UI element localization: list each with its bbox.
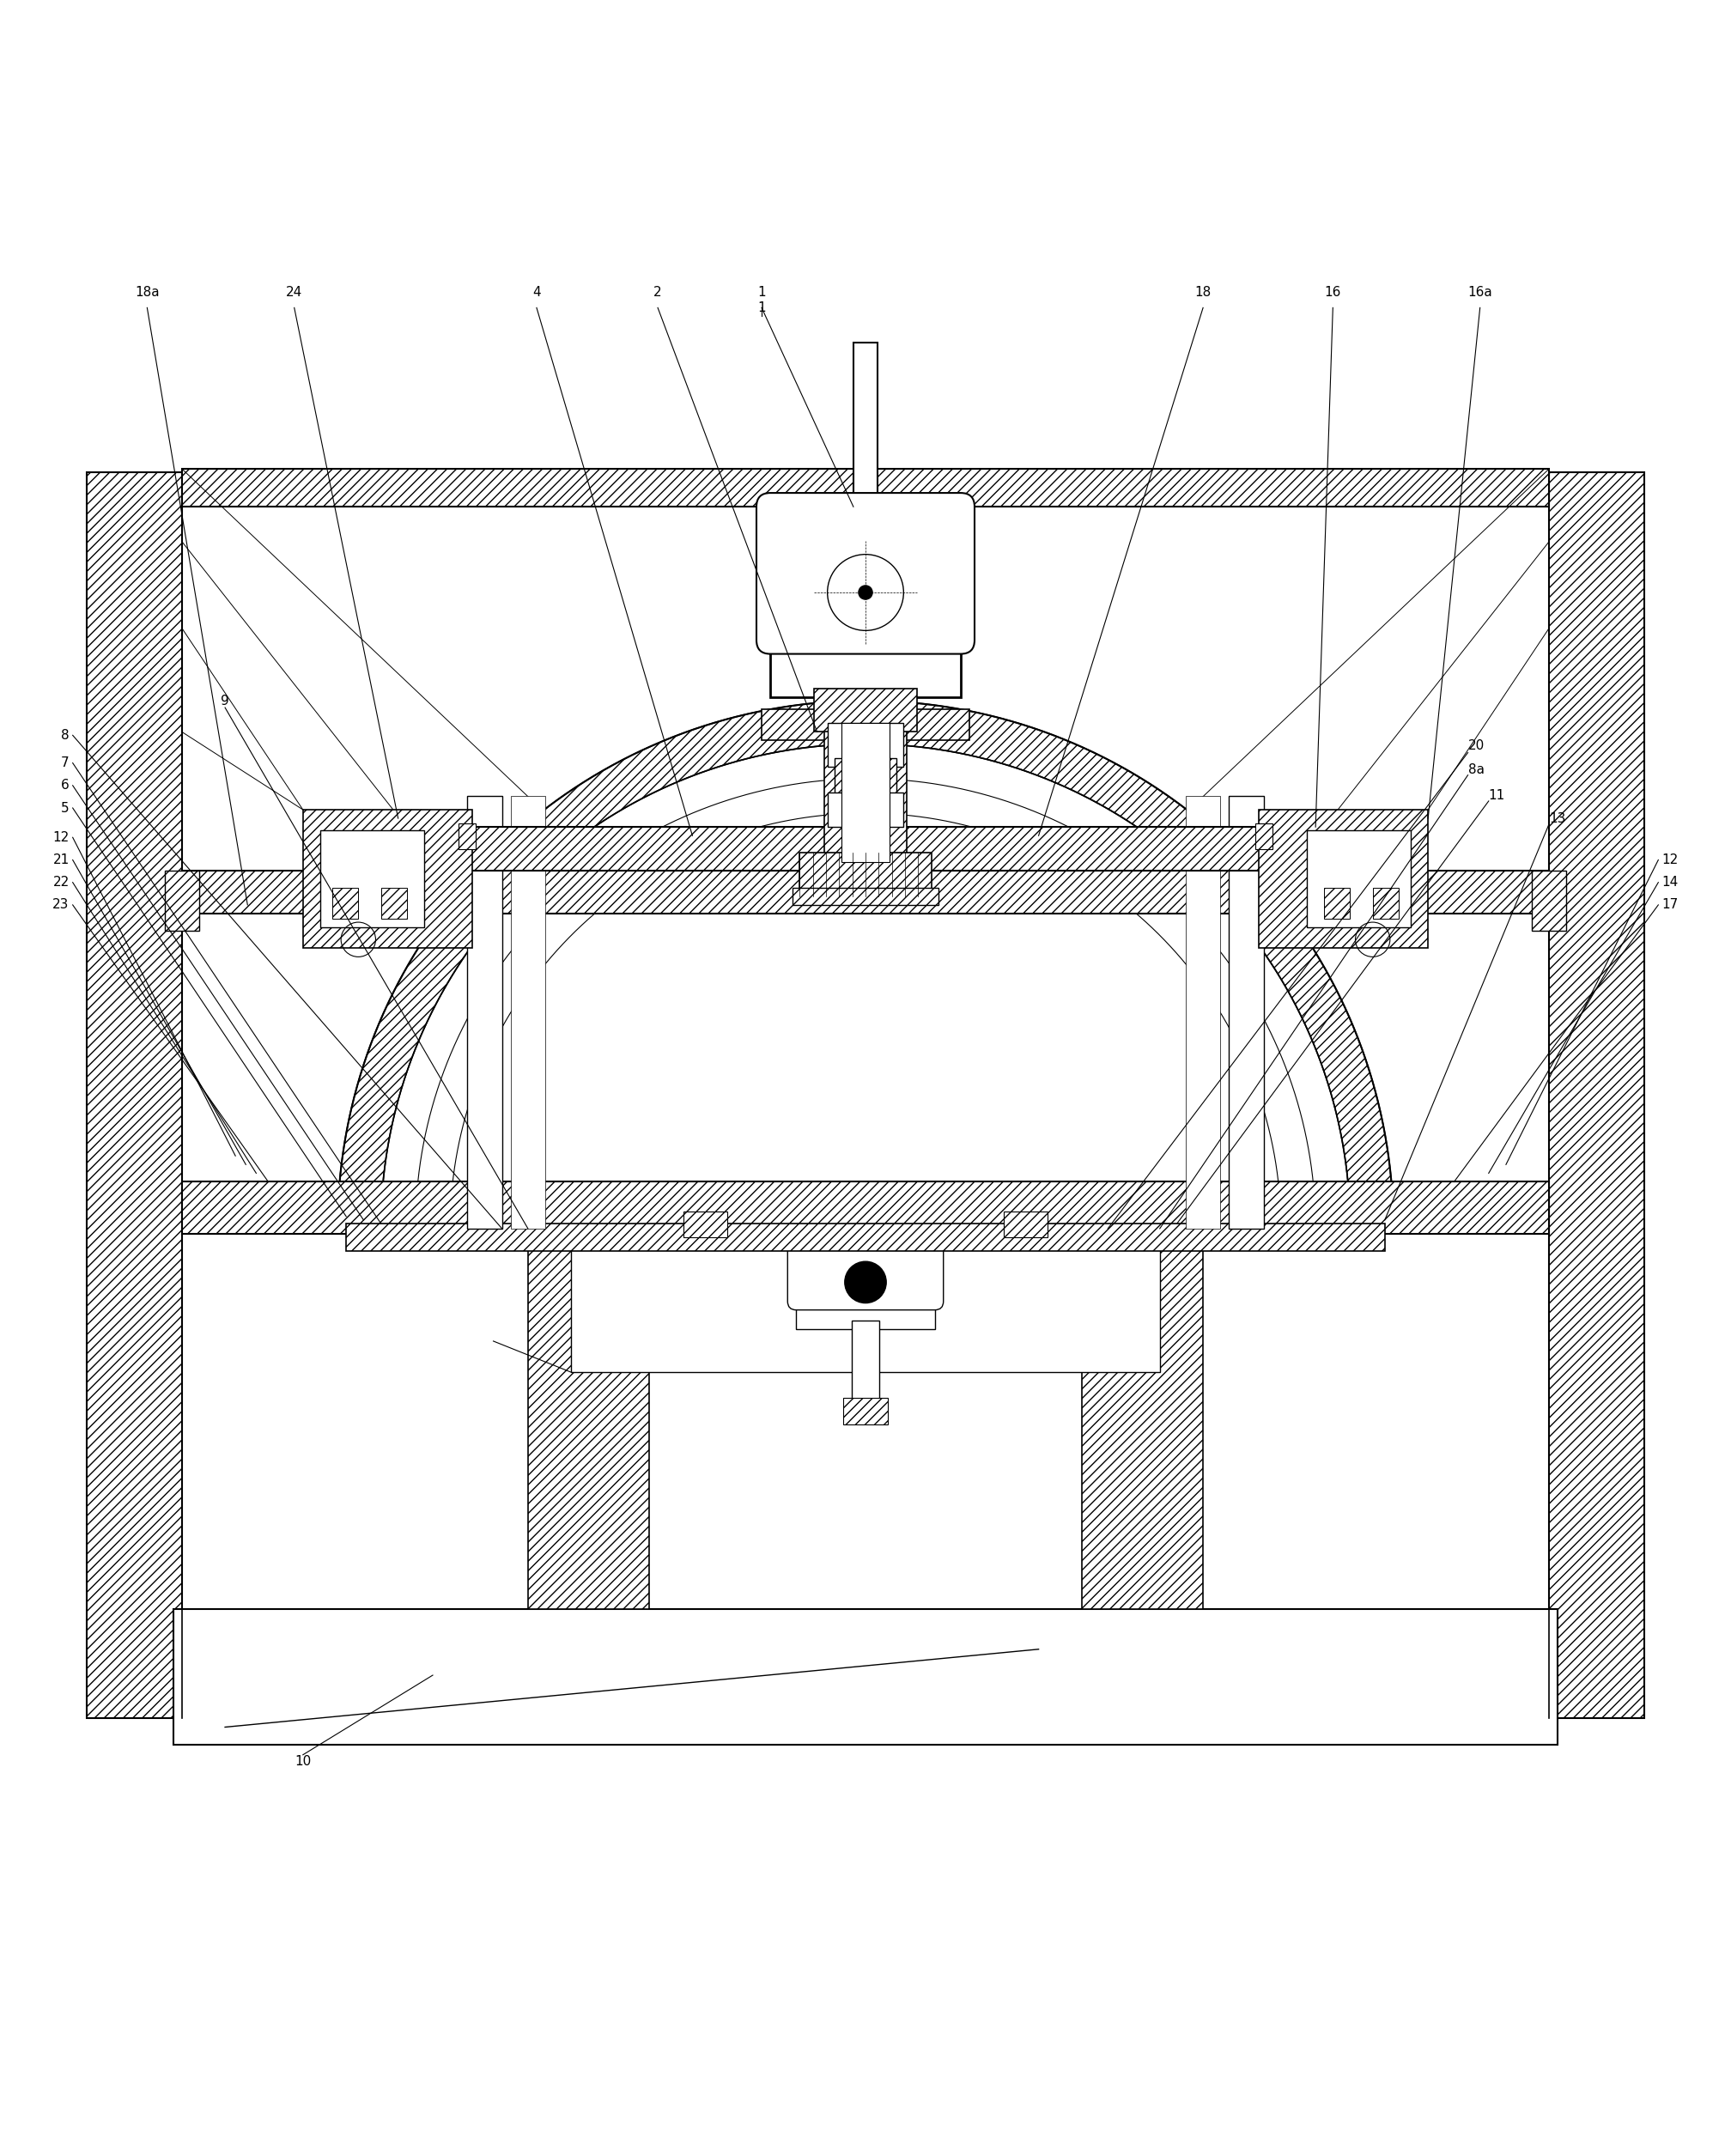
Bar — [853, 343, 878, 507]
Text: 7: 7 — [61, 757, 69, 770]
Text: 1: 1 — [758, 302, 765, 315]
Bar — [824, 714, 907, 871]
Circle shape — [859, 586, 872, 599]
Bar — [182, 468, 1549, 507]
Bar — [834, 757, 897, 802]
Bar — [852, 1319, 879, 1408]
Circle shape — [845, 1261, 886, 1302]
Bar — [173, 1608, 1558, 1744]
Bar — [1004, 1212, 1047, 1238]
Bar — [843, 1399, 888, 1425]
Bar — [762, 709, 969, 740]
Text: 10: 10 — [294, 1755, 312, 1768]
Bar — [1324, 888, 1350, 918]
Bar — [1186, 796, 1220, 1229]
Bar — [182, 871, 1549, 914]
Text: 21: 21 — [52, 854, 69, 867]
Text: 17: 17 — [1662, 899, 1679, 912]
Bar — [796, 1240, 935, 1328]
Bar — [684, 1212, 727, 1238]
Text: 13: 13 — [1549, 813, 1567, 826]
Bar — [332, 888, 358, 918]
Text: 1: 1 — [758, 287, 765, 300]
Bar — [814, 688, 917, 731]
Bar — [511, 796, 545, 1229]
Bar — [1532, 871, 1567, 931]
Text: 8: 8 — [61, 729, 69, 742]
Bar — [528, 1229, 649, 1608]
Bar — [87, 472, 182, 1718]
Bar — [571, 1231, 1160, 1371]
Bar — [346, 1222, 1385, 1250]
Bar — [459, 824, 476, 849]
Bar — [793, 888, 938, 906]
Bar — [381, 888, 407, 918]
Text: 18: 18 — [1194, 287, 1212, 300]
Bar — [182, 1181, 1549, 1233]
Bar — [1373, 888, 1399, 918]
Text: 12: 12 — [1662, 854, 1679, 867]
Text: 2: 2 — [654, 287, 661, 300]
FancyBboxPatch shape — [788, 1231, 943, 1311]
Text: 4: 4 — [533, 287, 540, 300]
Text: 5: 5 — [61, 802, 69, 815]
Text: 22: 22 — [52, 875, 69, 888]
Text: 12: 12 — [52, 830, 69, 843]
FancyBboxPatch shape — [756, 494, 975, 653]
Text: 20: 20 — [1468, 740, 1485, 752]
Bar — [320, 830, 424, 927]
Text: 9: 9 — [222, 694, 228, 707]
Text: 11: 11 — [1489, 789, 1506, 802]
Text: 16: 16 — [1324, 287, 1342, 300]
Bar — [841, 722, 890, 862]
Bar — [800, 854, 931, 897]
Text: 14: 14 — [1662, 875, 1679, 888]
Bar — [1082, 1229, 1203, 1608]
Bar — [1229, 796, 1264, 1229]
Text: 18a: 18a — [135, 287, 159, 300]
Bar — [827, 793, 904, 828]
Polygon shape — [338, 701, 1393, 1229]
Bar — [827, 722, 904, 765]
Bar — [1307, 830, 1411, 927]
Bar — [164, 871, 199, 931]
Text: 23: 23 — [52, 899, 69, 912]
Bar — [467, 796, 502, 1229]
Bar — [1255, 824, 1272, 849]
Bar — [1258, 811, 1428, 949]
Bar — [1549, 472, 1644, 1718]
Text: 24: 24 — [286, 287, 303, 300]
Text: 6: 6 — [61, 778, 69, 791]
Bar — [770, 507, 961, 696]
Text: 8a: 8a — [1468, 763, 1483, 776]
Text: 16a: 16a — [1468, 287, 1492, 300]
Bar — [303, 811, 473, 949]
Bar — [407, 828, 1324, 871]
